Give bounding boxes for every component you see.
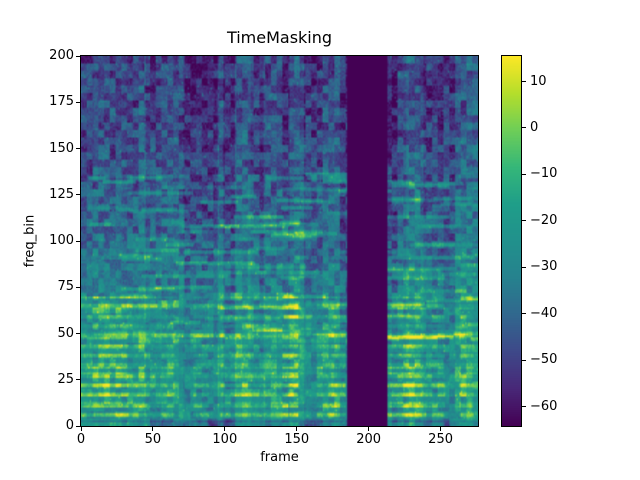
colorbar-tick-mark (522, 406, 526, 407)
x-tick-mark (152, 427, 154, 431)
y-tick-mark (76, 194, 80, 196)
colorbar-tick-mark (522, 173, 526, 175)
colorbar-tick-label: −10 (530, 166, 558, 182)
y-tick-label: 125 (49, 186, 74, 202)
colorbar-tick-mark (522, 127, 526, 129)
x-tick-mark (296, 427, 298, 431)
y-tick-label: 75 (57, 279, 74, 295)
colorbar-tick-label: 10 (530, 73, 547, 89)
y-tick-label: 25 (57, 371, 74, 387)
spectrogram-canvas (81, 56, 478, 426)
colorbar-canvas (502, 56, 521, 426)
y-tick-label: 100 (49, 233, 74, 248)
x-tick-mark (440, 427, 442, 431)
colorbar-tick-label: −60 (530, 398, 558, 414)
x-tick-label: 100 (212, 432, 238, 447)
x-tick-label: 50 (144, 432, 162, 447)
y-tick-mark (76, 425, 80, 427)
x-tick-mark (80, 427, 82, 431)
x-axis-label: frame (260, 450, 299, 465)
colorbar-tick-label: −20 (530, 212, 558, 228)
y-tick-label: 150 (49, 140, 74, 156)
x-tick-label: 0 (76, 432, 86, 447)
colorbar-tick-mark (522, 359, 526, 361)
colorbar-tick-mark (522, 313, 526, 315)
colorbar-tick-mark (522, 266, 526, 268)
x-tick-mark (224, 427, 226, 431)
x-tick-label: 250 (428, 432, 454, 447)
x-tick-mark (368, 427, 370, 431)
y-tick-mark (76, 286, 80, 288)
y-tick-mark (76, 101, 80, 103)
y-tick-label: 0 (65, 418, 74, 433)
x-tick-label: 200 (356, 432, 382, 447)
y-tick-mark (76, 55, 80, 57)
y-tick-label: 200 (49, 48, 74, 63)
x-tick-label: 150 (284, 432, 310, 447)
colorbar-tick-label: 0 (530, 119, 539, 135)
colorbar-tick-mark (522, 220, 526, 222)
y-tick-mark (76, 240, 80, 242)
y-tick-mark (76, 333, 80, 334)
colorbar-tick-label: −50 (530, 352, 558, 368)
colorbar-tick-mark (522, 81, 526, 83)
y-tick-mark (76, 379, 80, 381)
y-tick-label: 175 (49, 94, 74, 110)
colorbar-tick-label: −30 (530, 259, 558, 275)
colorbar-tick-label: −40 (530, 305, 558, 321)
y-tick-mark (76, 148, 80, 149)
chart-title: TimeMasking (226, 28, 333, 47)
y-tick-label: 50 (57, 325, 74, 341)
